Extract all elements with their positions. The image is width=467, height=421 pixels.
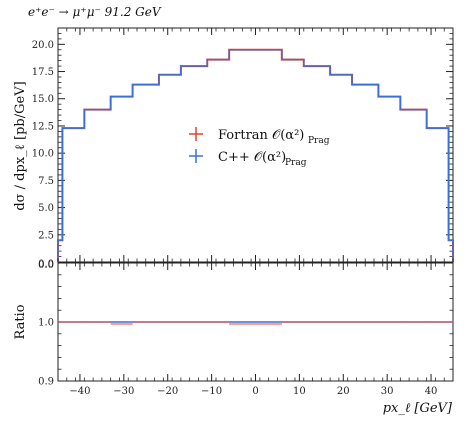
ratio-panel-series xyxy=(58,321,453,325)
legend-entry-fortran: Fortran 𝒪(α²) Prag xyxy=(189,127,330,146)
main-y-tick-label: 15.0 xyxy=(32,94,54,105)
x-axis-ticks: −40 −30 −20 −10 0 10 20 30 40 xyxy=(57,28,454,397)
legend-label-cpp: C++ 𝒪(α²) xyxy=(218,150,286,165)
legend-label-fortran: Fortran 𝒪(α²) xyxy=(218,128,304,143)
x-tick-label: −20 xyxy=(157,386,178,397)
main-panel-frame xyxy=(57,27,454,263)
main-y-tick-label: 17.5 xyxy=(32,67,54,78)
x-tick-label: −30 xyxy=(113,386,134,397)
histogram-series-cpp xyxy=(57,49,454,262)
legend-sub-fortran: Prag xyxy=(308,136,330,146)
ratio-y-tick-label: 1.0 xyxy=(38,318,54,329)
main-zero-label: 0.0 xyxy=(38,259,54,270)
legend-entry-cpp: C++ 𝒪(α²) Prag xyxy=(189,149,307,168)
main-y-tick-label: 20.0 xyxy=(32,40,54,51)
main-y-tick-label: 5.0 xyxy=(38,203,54,214)
x-axis-label: px_ℓ [GeV] xyxy=(383,401,453,416)
x-tick-label: 30 xyxy=(381,386,394,397)
x-tick-label: 20 xyxy=(337,386,350,397)
ratio-panel-ticks: 0.9 1.0 xyxy=(38,274,453,388)
x-tick-label: 40 xyxy=(425,386,438,397)
main-y-axis-label: dσ / dpx_ℓ [pb/GeV] xyxy=(13,81,28,210)
main-y-tick-label: 10.0 xyxy=(32,149,54,160)
main-panel-series xyxy=(57,48,454,262)
legend-sub-cpp: Prag xyxy=(285,158,307,168)
x-tick-label: 10 xyxy=(293,386,306,397)
process-title: e⁺e⁻ → μ⁺μ⁻ 91.2 GeV xyxy=(28,5,162,19)
ratio-y-tick-label: 0.9 xyxy=(38,377,54,388)
main-y-tick-label: 7.5 xyxy=(38,176,54,187)
main-y-tick-label: 2.5 xyxy=(38,230,54,241)
main-zero-label-overlap: 0.0 xyxy=(38,260,54,271)
legend: Fortran 𝒪(α²) Prag C++ 𝒪(α²) Prag xyxy=(189,127,330,168)
ratio-y-axis-label: Ratio xyxy=(13,304,28,339)
main-y-tick-label: 12.5 xyxy=(32,121,54,132)
x-tick-label: 0 xyxy=(252,386,258,397)
main-panel-ticks: 2.5 5.0 7.5 10.0 12.5 15.0 17.5 20.0 xyxy=(32,33,453,257)
x-tick-label: −40 xyxy=(69,386,90,397)
x-tick-label: −10 xyxy=(201,386,222,397)
